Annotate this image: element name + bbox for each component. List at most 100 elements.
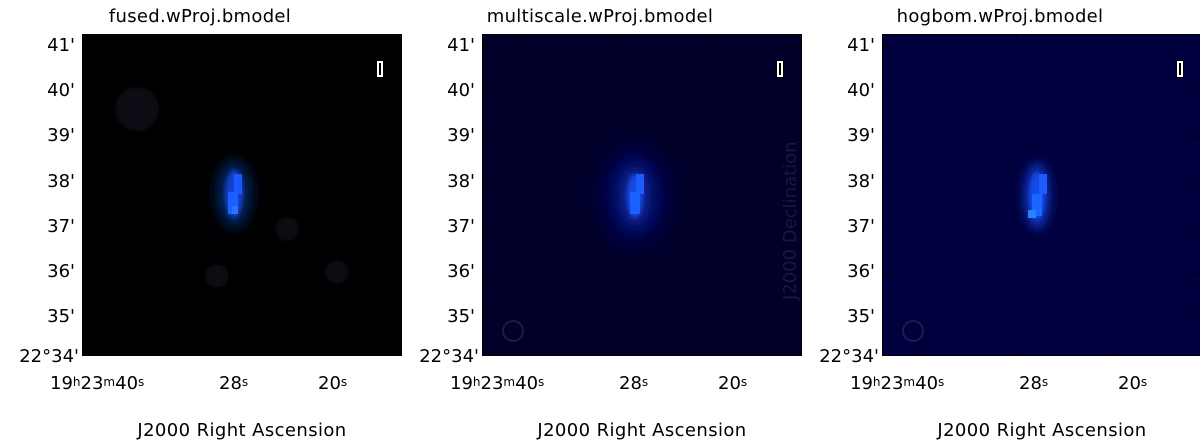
y-tick-label: 35' <box>447 306 475 327</box>
y-tick-label: 39' <box>847 125 875 146</box>
y-tick-mark <box>82 182 90 183</box>
x-tick-mark <box>1016 348 1017 356</box>
y-tick-mark <box>882 272 890 273</box>
y-tick-mark <box>82 136 90 137</box>
x-tick-mark <box>216 348 217 356</box>
y-tick-label: 36' <box>47 261 75 282</box>
x-tick-mark <box>117 348 118 356</box>
y-tick-label: 40' <box>47 80 75 101</box>
x-axis-title: J2000 Right Ascension <box>537 420 747 441</box>
y-tick-label: 41' <box>447 35 475 56</box>
image-hogbom[interactable] <box>882 34 1200 356</box>
y-tick-label: 22°34' <box>419 346 479 367</box>
color-marker <box>1176 60 1184 78</box>
y-tick-label: 40' <box>447 80 475 101</box>
y-tick-mark <box>82 317 90 318</box>
y-tick-mark <box>882 46 890 47</box>
y-tick-mark <box>482 272 490 273</box>
x-tick-mark <box>517 348 518 356</box>
y-tick-label: 35' <box>47 306 75 327</box>
y-tick-label: 36' <box>847 261 875 282</box>
y-tick-mark <box>794 272 802 273</box>
y-tick-label: 38' <box>847 171 875 192</box>
y-tick-mark <box>482 227 490 228</box>
x-tick-mark <box>1118 34 1119 42</box>
image-hogbom-svg <box>902 162 1051 342</box>
x-tick-mark <box>318 34 319 42</box>
y-tick-label: 35' <box>847 306 875 327</box>
y-tick-mark <box>794 317 802 318</box>
image-fused[interactable] <box>82 34 402 356</box>
x-tick-mark <box>1016 34 1017 42</box>
y-tick-label: 41' <box>47 35 75 56</box>
y-tick-mark <box>1194 136 1200 137</box>
y-tick-mark <box>882 136 890 137</box>
y-tick-mark <box>794 136 802 137</box>
y-tick-mark <box>394 91 402 92</box>
y-tick-mark <box>1194 272 1200 273</box>
y-tick-label: 37' <box>847 216 875 237</box>
x-tick-label: 20s <box>1118 373 1148 394</box>
y-tick-mark <box>482 46 490 47</box>
panel-title: hogbom.wProj.bmodel <box>896 6 1104 27</box>
x-tick-mark <box>216 34 217 42</box>
x-tick-mark <box>718 348 719 356</box>
x-tick-mark <box>718 34 719 42</box>
y-tick-label: 41' <box>847 35 875 56</box>
y-tick-label: 22°34' <box>819 346 879 367</box>
y-tick-label: 37' <box>47 216 75 237</box>
y-tick-mark <box>882 227 890 228</box>
y-tick-mark <box>482 317 490 318</box>
y-tick-label: 36' <box>447 261 475 282</box>
x-tick-label: 28s <box>619 373 649 394</box>
y-tick-label: 38' <box>447 171 475 192</box>
y-tick-label: 40' <box>847 80 875 101</box>
x-tick-mark <box>1118 348 1119 356</box>
x-tick-mark <box>917 348 918 356</box>
y-tick-mark <box>1194 91 1200 92</box>
x-axis-title: J2000 Right Ascension <box>937 420 1147 441</box>
x-tick-mark <box>917 34 918 42</box>
y-tick-mark <box>82 91 90 92</box>
image-multiscale-svg <box>502 146 671 342</box>
image-multiscale[interactable] <box>482 34 802 356</box>
y-tick-mark <box>394 272 402 273</box>
beam-circle <box>902 320 924 342</box>
y-tick-mark <box>794 182 802 183</box>
panel-title: fused.wProj.bmodel <box>108 6 292 27</box>
y-tick-label: 38' <box>47 171 75 192</box>
y-tick-mark <box>394 317 402 318</box>
y-tick-label: 39' <box>47 125 75 146</box>
x-tick-label: 19h23m40s <box>450 373 545 394</box>
y-tick-mark <box>794 227 802 228</box>
x-tick-mark <box>616 348 617 356</box>
y-tick-label: 39' <box>447 125 475 146</box>
y-tick-mark <box>82 272 90 273</box>
beam-circle <box>502 320 524 342</box>
y-tick-mark <box>482 182 490 183</box>
y-tick-mark <box>794 46 802 47</box>
y-tick-mark <box>1194 227 1200 228</box>
faint-declination-label: J2000 Declination <box>780 141 801 300</box>
y-tick-mark <box>882 317 890 318</box>
y-tick-mark <box>1194 182 1200 183</box>
x-axis-title: J2000 Right Ascension <box>137 420 347 441</box>
x-tick-mark <box>517 34 518 42</box>
y-tick-mark <box>394 136 402 137</box>
image-fused-svg <box>115 87 349 288</box>
x-tick-mark <box>117 34 118 42</box>
y-tick-mark <box>394 182 402 183</box>
x-tick-label: 19h23m40s <box>850 373 945 394</box>
y-tick-mark <box>794 91 802 92</box>
y-tick-mark <box>82 227 90 228</box>
y-tick-mark <box>394 46 402 47</box>
y-tick-mark <box>482 91 490 92</box>
y-tick-mark <box>394 227 402 228</box>
y-tick-mark <box>482 136 490 137</box>
y-tick-mark <box>1194 46 1200 47</box>
x-tick-label: 19h23m40s <box>50 373 145 394</box>
y-tick-mark <box>882 182 890 183</box>
x-tick-label: 28s <box>219 373 249 394</box>
y-tick-mark <box>1194 317 1200 318</box>
panel-multiscale: multiscale.wProj.bmodel 41' 40' 39' 38' … <box>400 0 802 447</box>
